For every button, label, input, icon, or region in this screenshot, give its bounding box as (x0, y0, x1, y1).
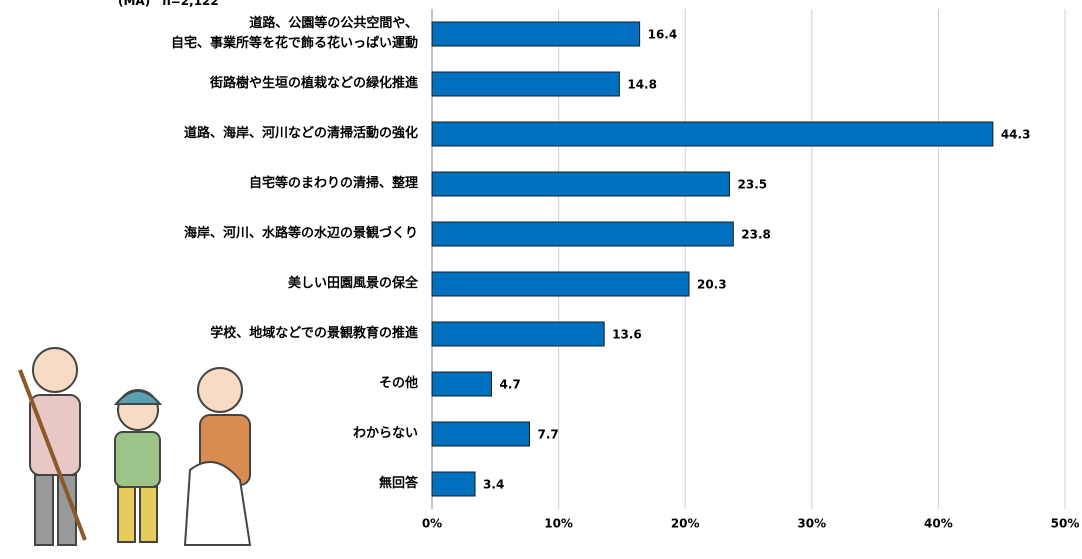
illustration (18, 347, 252, 546)
x-tick-label: 20% (671, 517, 700, 531)
category-label: その他 (378, 376, 418, 391)
x-tick-label: 40% (924, 517, 953, 531)
x-tick-label: 0% (422, 517, 442, 531)
bar (431, 71, 620, 97)
value-label: 4.7 (500, 378, 521, 392)
value-label: 3.4 (483, 478, 504, 492)
x-tick-label: 10% (544, 517, 573, 531)
category-label: 無回答 (378, 476, 418, 491)
category-label: 道路、公園等の公共空間や、 自宅、事業所等を花で飾る花いっぱい運動 (170, 16, 418, 51)
value-label: 44.3 (1001, 128, 1031, 142)
value-label: 14.8 (627, 78, 657, 92)
category-label: 道路、海岸、河川などの清掃活動の強化 (183, 126, 418, 141)
sample-note: (MA) n=2,122 (118, 0, 219, 8)
bar (431, 421, 530, 447)
category-label: 街路樹や生垣の植栽などの緑化推進 (209, 76, 418, 91)
value-label: 23.8 (741, 228, 771, 242)
value-label: 20.3 (697, 278, 727, 292)
value-label: 23.5 (738, 178, 768, 192)
value-label: 16.4 (648, 28, 678, 42)
category-label: 海岸、河川、水路等の水辺の景観づくり (183, 226, 418, 241)
value-label: 7.7 (537, 428, 558, 442)
bar (431, 21, 641, 47)
bar (431, 271, 690, 297)
category-label: 学校、地域などでの景観教育の推進 (210, 326, 418, 341)
bar (431, 121, 994, 147)
category-label: 美しい田園風景の保全 (287, 276, 418, 291)
category-label: わからない (352, 426, 418, 441)
bar (431, 471, 476, 497)
x-tick-label: 50% (1051, 517, 1080, 531)
bar (431, 321, 605, 347)
bar (431, 221, 734, 247)
bar (431, 371, 493, 397)
category-label: 自宅等のまわりの清掃、整理 (248, 176, 418, 191)
value-label: 13.6 (612, 328, 642, 342)
x-tick-label: 30% (797, 517, 826, 531)
bar (431, 171, 731, 197)
